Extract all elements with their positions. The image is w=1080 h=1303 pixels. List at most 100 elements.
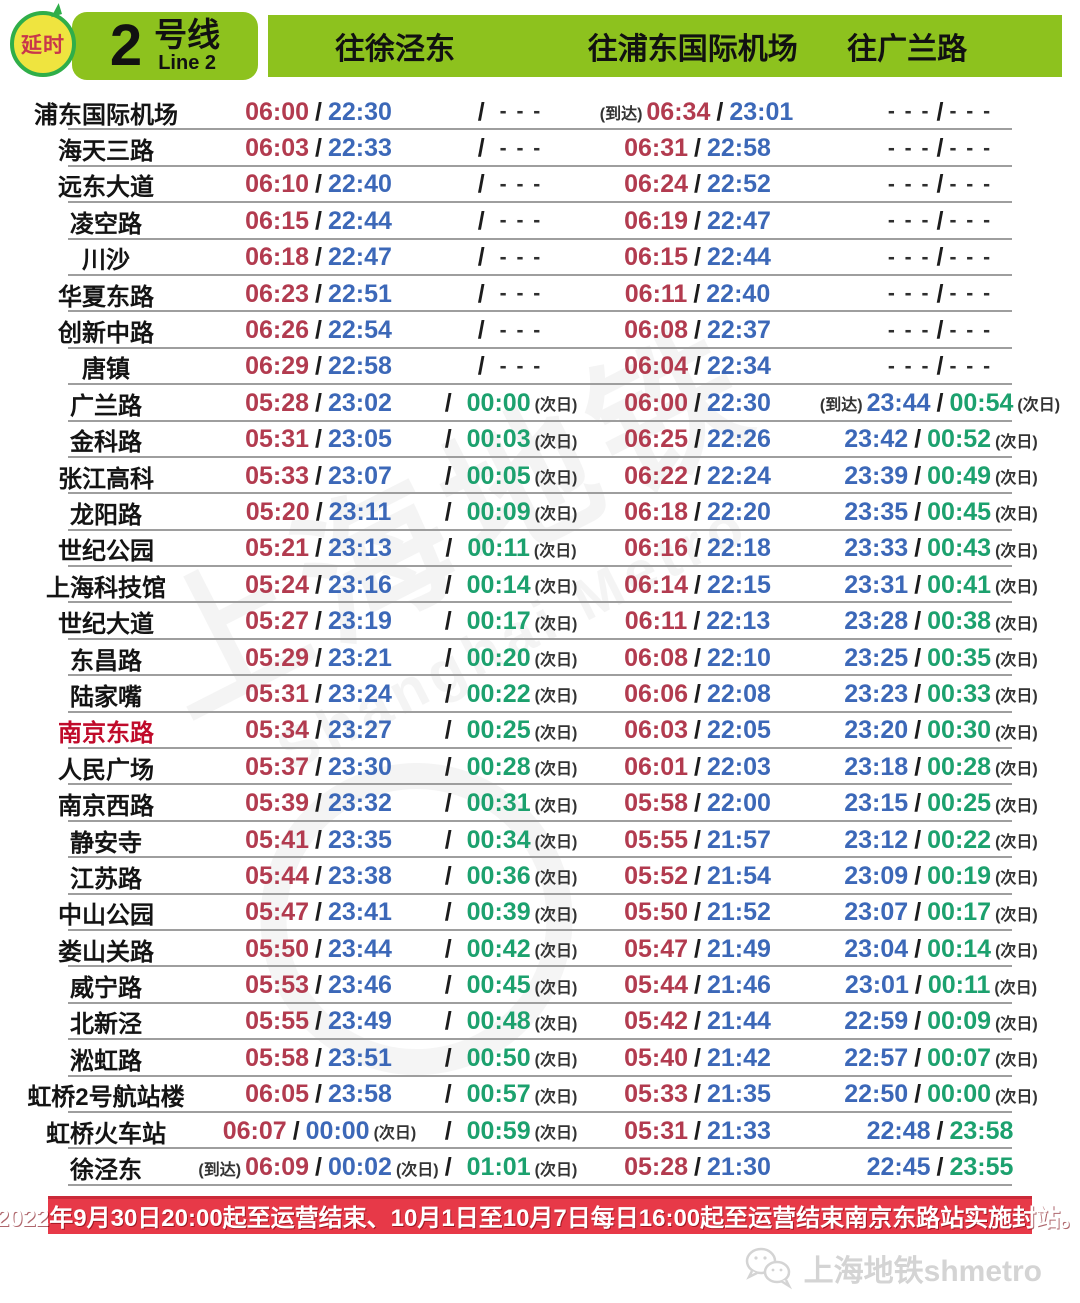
time-segment-slash: / [315,1007,322,1036]
time-segment-red: 05:29 [245,643,310,672]
time-segment-blue: 23:33 [844,534,909,563]
station-name: 北新泾 [70,1011,142,1039]
first-last-to-xujingdong: 05:37/23:30 [212,753,425,782]
time-segment-slash: / [716,97,724,126]
time-segment-slash: / [914,898,922,927]
time-segment-blue: 22:40 [706,279,771,308]
late-train-to-xujingdong: / 00:34 (次日) [425,826,595,855]
time-segment-slash: / [936,1116,944,1145]
time-segment-slash: / [694,316,701,345]
time-segment-green: 00:11 [927,971,991,1000]
first-last-to-guanglanlu: 23:04/00:14 (次日) [800,935,1080,964]
time-segment-red: 05:34 [245,716,310,745]
first-last-to-xujingdong: 05:31/23:24 [212,680,425,709]
time-segment-small: (次日) [534,397,578,415]
time-segment-slash: / [315,316,322,345]
first-last-to-pudong-airport: 05:58/22:00 [595,789,800,818]
time-segment-green: 00:22 [927,825,992,854]
direction-to-xujingdong: 往徐泾东 [335,33,456,66]
time-segment-red: 05:58 [245,1043,310,1072]
time-segment-blue: 22:47 [706,206,771,235]
time-segment-slash: / [444,643,452,672]
time-segment-blue: 23:11 [328,497,392,526]
time-segment-blue: 23:01 [844,971,909,1000]
time-segment-red: 05:24 [245,570,310,599]
time-segment-blue: 21:44 [706,1007,771,1036]
first-last-to-xujingdong: 06:05/23:58 [212,1080,425,1109]
first-last-to-pudong-airport: 06:25/22:26 [595,425,800,454]
time-segment-dash: - - - [949,282,993,306]
time-segment-small: (次日) [995,870,1038,888]
first-last-to-pudong-airport: 05:40/21:42 [595,1044,800,1073]
time-segment-green: 00:07 [927,1043,992,1072]
time-segment-blue: 23:18 [844,752,909,781]
first-last-to-pudong-airport: 06:31/22:58 [595,134,800,163]
time-segment-dash: - - - [949,172,993,196]
time-segment-blue: 23:01 [729,97,794,126]
time-segment-slash: / [694,898,701,927]
delay-badge-label: 延时 [21,34,65,57]
time-segment-slash: / [315,388,322,417]
late-train-to-xujingdong: / 00:28 (次日) [425,753,595,782]
time-segment-green: 00:34 [466,825,531,854]
time-segment-blue: 22:30 [327,97,392,126]
first-last-to-xujingdong: 05:27/23:19 [212,607,425,636]
time-segment-dash: - - - [499,136,543,160]
time-segment-blue: 22:24 [706,461,771,490]
time-segment-slash: / [914,1043,922,1072]
late-train-to-xujingdong: / 00:57 (次日) [425,1080,595,1109]
time-segment-slash: / [477,97,485,126]
time-segment-small: (次日) [995,615,1038,633]
first-last-to-pudong-airport: 06:04/22:34 [595,352,800,381]
time-segment-slash: / [694,461,701,490]
station-name: 威宁路 [70,975,142,1003]
time-segment-slash: / [914,861,922,890]
late-train-to-xujingdong: / - - - [425,243,595,272]
time-segment-blue: 23:39 [844,461,909,490]
time-segment-small: (次日) [534,761,578,779]
time-segment-slash: / [914,971,922,1000]
wechat-chat-bubbles-icon [744,1246,796,1290]
time-segment-slash: / [477,352,485,381]
time-segment-slash: / [315,934,322,963]
first-last-to-xujingdong: 05:20/23:11 [212,498,425,527]
first-last-to-xujingdong: 05:34/23:27 [212,716,425,745]
time-segment-blue: 21:54 [706,861,771,890]
time-segment-blue: 23:30 [327,752,392,781]
time-segment-red: 05:20 [245,497,310,526]
time-segment-blue: 23:21 [327,643,392,672]
late-train-to-xujingdong: / 00:25 (次日) [425,716,595,745]
time-segment-blue: 22:15 [706,570,771,599]
time-segment-dash: - - - [887,172,931,196]
time-segment-blue: 22:30 [706,388,771,417]
time-segment-blue: 23:02 [327,388,392,417]
late-train-to-xujingdong: / 00:39 (次日) [425,898,595,927]
time-segment-small: (次日) [995,542,1038,560]
time-segment-slash: / [694,643,701,672]
first-last-to-guanglanlu: - - - / - - - [800,243,1080,272]
time-segment-green: 00:28 [927,752,992,781]
time-segment-red: 05:47 [245,898,310,927]
station-name: 海天三路 [58,138,154,166]
shmetro-wechat-logo: 上海地铁shmetro [744,1246,1042,1290]
time-segment-red: 05:40 [624,1043,689,1072]
station-name: 唐镇 [82,356,130,384]
time-segment-small: (次日) [534,979,578,997]
time-segment-blue: 23:04 [844,934,909,963]
time-segment-blue: 23:15 [844,789,909,818]
late-train-to-xujingdong: / 00:31 (次日) [425,789,595,818]
late-train-to-xujingdong: / 00:48 (次日) [425,1007,595,1036]
direction-header-bar: 往徐泾东 往浦东国际机场 往广兰路 [268,15,1062,77]
time-segment-slash: / [315,425,322,454]
time-segment-slash: / [444,388,452,417]
time-segment-blue: 23:24 [327,679,392,708]
time-segment-slash: / [315,643,322,672]
late-train-to-xujingdong: / 00:42 (次日) [425,935,595,964]
time-segment-blue: 23:41 [327,898,392,927]
time-segment-small: (次日) [995,579,1038,597]
time-segment-blue: 21:30 [706,1153,771,1182]
time-segment-red: 06:16 [624,534,689,563]
time-segment-slash: / [444,607,452,636]
table-row: 金科路 05:31/23:05/00:03 (次日) 06:25/22:26 23:42… [0,422,1080,459]
time-segment-red: 06:00 [624,388,689,417]
